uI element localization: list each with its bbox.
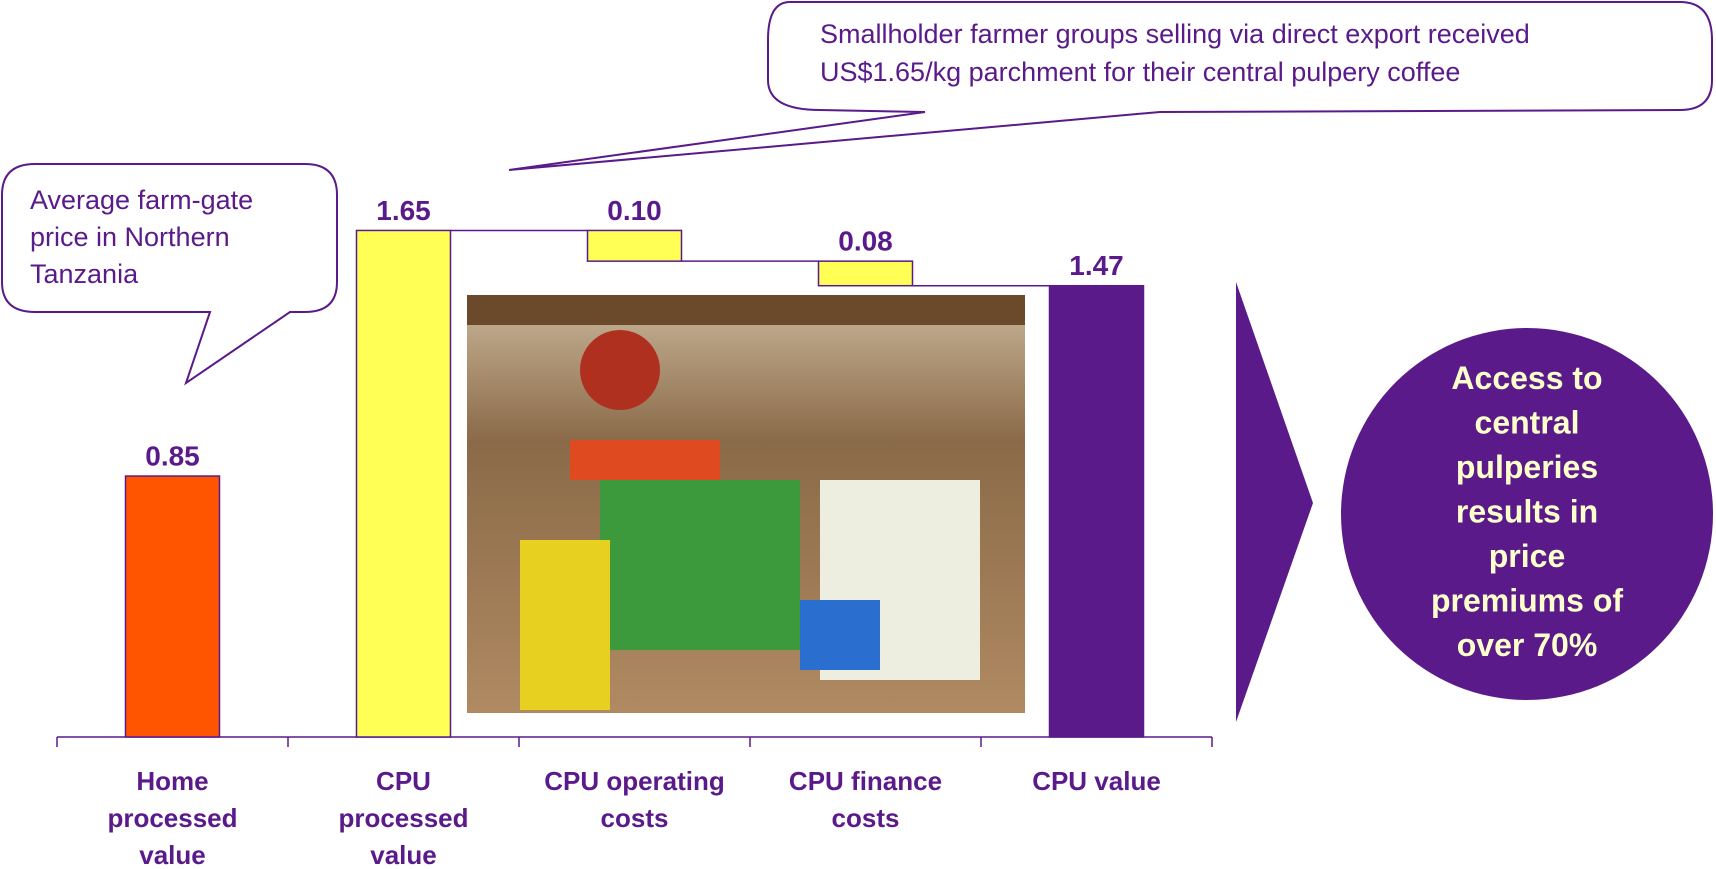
x-tick-label: CPU operating costs [525, 763, 745, 837]
annotation: US$1.65/kg parchment for their central p… [820, 57, 1460, 87]
value-label: 0.85 [145, 440, 200, 471]
conclusion-text: results in [1456, 493, 1598, 529]
bar [819, 261, 913, 286]
value-label: 0.08 [838, 226, 893, 257]
slide: 0.85 1.65 0.10 0.08 1.47 Smallholder farmer g… [0, 0, 1716, 869]
annotation: Average farm-gate [30, 185, 253, 215]
bar [1050, 286, 1144, 737]
value-label: 1.47 [1069, 250, 1124, 281]
x-tick-label: CPU processed value [324, 763, 484, 869]
value-label: 1.65 [376, 195, 431, 226]
annotation: price in Northern [30, 222, 230, 252]
value-label: 0.10 [607, 195, 662, 226]
conclusion-text: pulperies [1456, 449, 1598, 485]
annotation: Tanzania [30, 259, 139, 289]
conclusion-text: premiums of [1431, 582, 1623, 618]
x-tick-label: CPU value [987, 763, 1207, 800]
bar [126, 476, 220, 737]
chart: 0.85 1.65 0.10 0.08 1.47 Smallholder farmer g… [0, 0, 1716, 869]
conclusion-text: central [1475, 404, 1580, 440]
x-tick-label: CPU finance costs [756, 763, 976, 837]
bar [357, 230, 451, 737]
bar [588, 230, 682, 261]
photo [467, 295, 1025, 713]
x-tick-label: Home processed value [93, 763, 253, 869]
conclusion-text: price [1489, 538, 1565, 574]
annotation: Smallholder farmer groups selling via di… [820, 19, 1530, 49]
conclusion-text: Access to [1451, 360, 1602, 396]
conclusion-text: over 70% [1457, 627, 1598, 663]
arrow [1236, 282, 1313, 722]
